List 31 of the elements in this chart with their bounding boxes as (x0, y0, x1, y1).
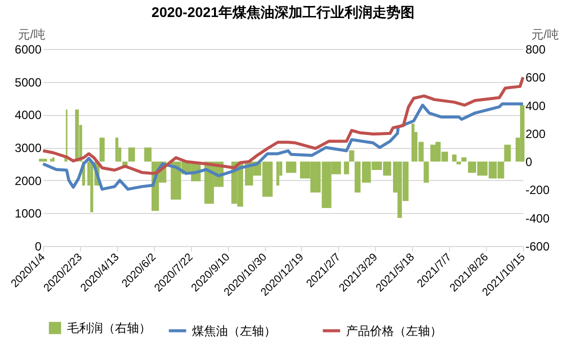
y-tick-label: 0 (34, 240, 42, 254)
y2-tick-label: -200 (526, 183, 550, 198)
y2-tick-label: -600 (526, 240, 550, 254)
bar (99, 138, 105, 162)
y2-tick-label: 200 (526, 126, 546, 141)
y-tick-label: 4000 (14, 108, 42, 122)
y-tick-label: 6000 (14, 42, 42, 56)
bar (461, 157, 467, 162)
y2-tick-label: 400 (526, 98, 546, 113)
line-series (42, 76, 524, 175)
y-tick-label: 5000 (14, 75, 42, 90)
y-tick-label: 3000 (14, 141, 42, 155)
y2-axis-title: 元/吨 (532, 28, 559, 42)
y2-tick-label: 600 (526, 70, 546, 85)
bar (344, 162, 350, 174)
y-axis-title: 元/吨 (18, 28, 46, 42)
legend-label: 煤焦油（左轴） (192, 324, 276, 338)
line-series (42, 102, 524, 191)
legend-label: 毛利润（右轴） (67, 321, 151, 335)
bar (128, 148, 135, 162)
y-tick-label: 1000 (14, 206, 42, 221)
legend-label: 产品价格（左轴） (346, 324, 442, 338)
y2-tick-label: 800 (526, 42, 546, 56)
y2-tick-label: -400 (526, 211, 550, 226)
y2-tick-label: 0 (526, 155, 532, 170)
y-tick-label: 2000 (14, 174, 42, 188)
bar (504, 144, 511, 162)
bar (424, 162, 429, 183)
bar (349, 150, 354, 162)
chart-title: 2020-2021年煤焦油深加工行业利润走势图 (152, 4, 414, 20)
bar (452, 154, 457, 162)
